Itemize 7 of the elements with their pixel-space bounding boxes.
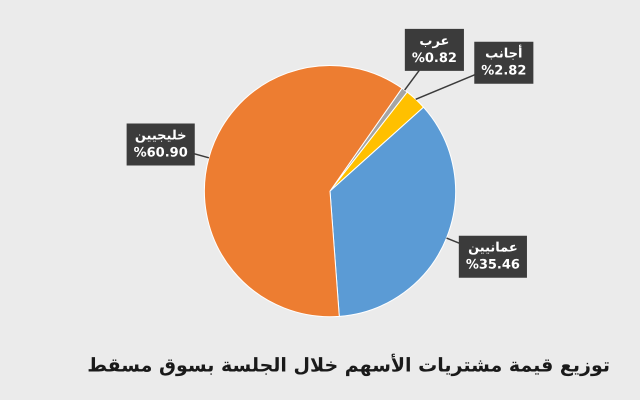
data-label: %35.46	[466, 258, 520, 273]
data-label: %0.82	[412, 50, 457, 66]
data-label: %2.82	[481, 64, 526, 79]
slice-label: أجانب	[485, 44, 522, 62]
text: توزيع قيمة مشتريات الأسهم خلال الجلسة بسوق مسقط	[87, 354, 610, 377]
slice-label: خليجيين	[134, 128, 187, 144]
slice-label: عرب	[419, 34, 450, 49]
